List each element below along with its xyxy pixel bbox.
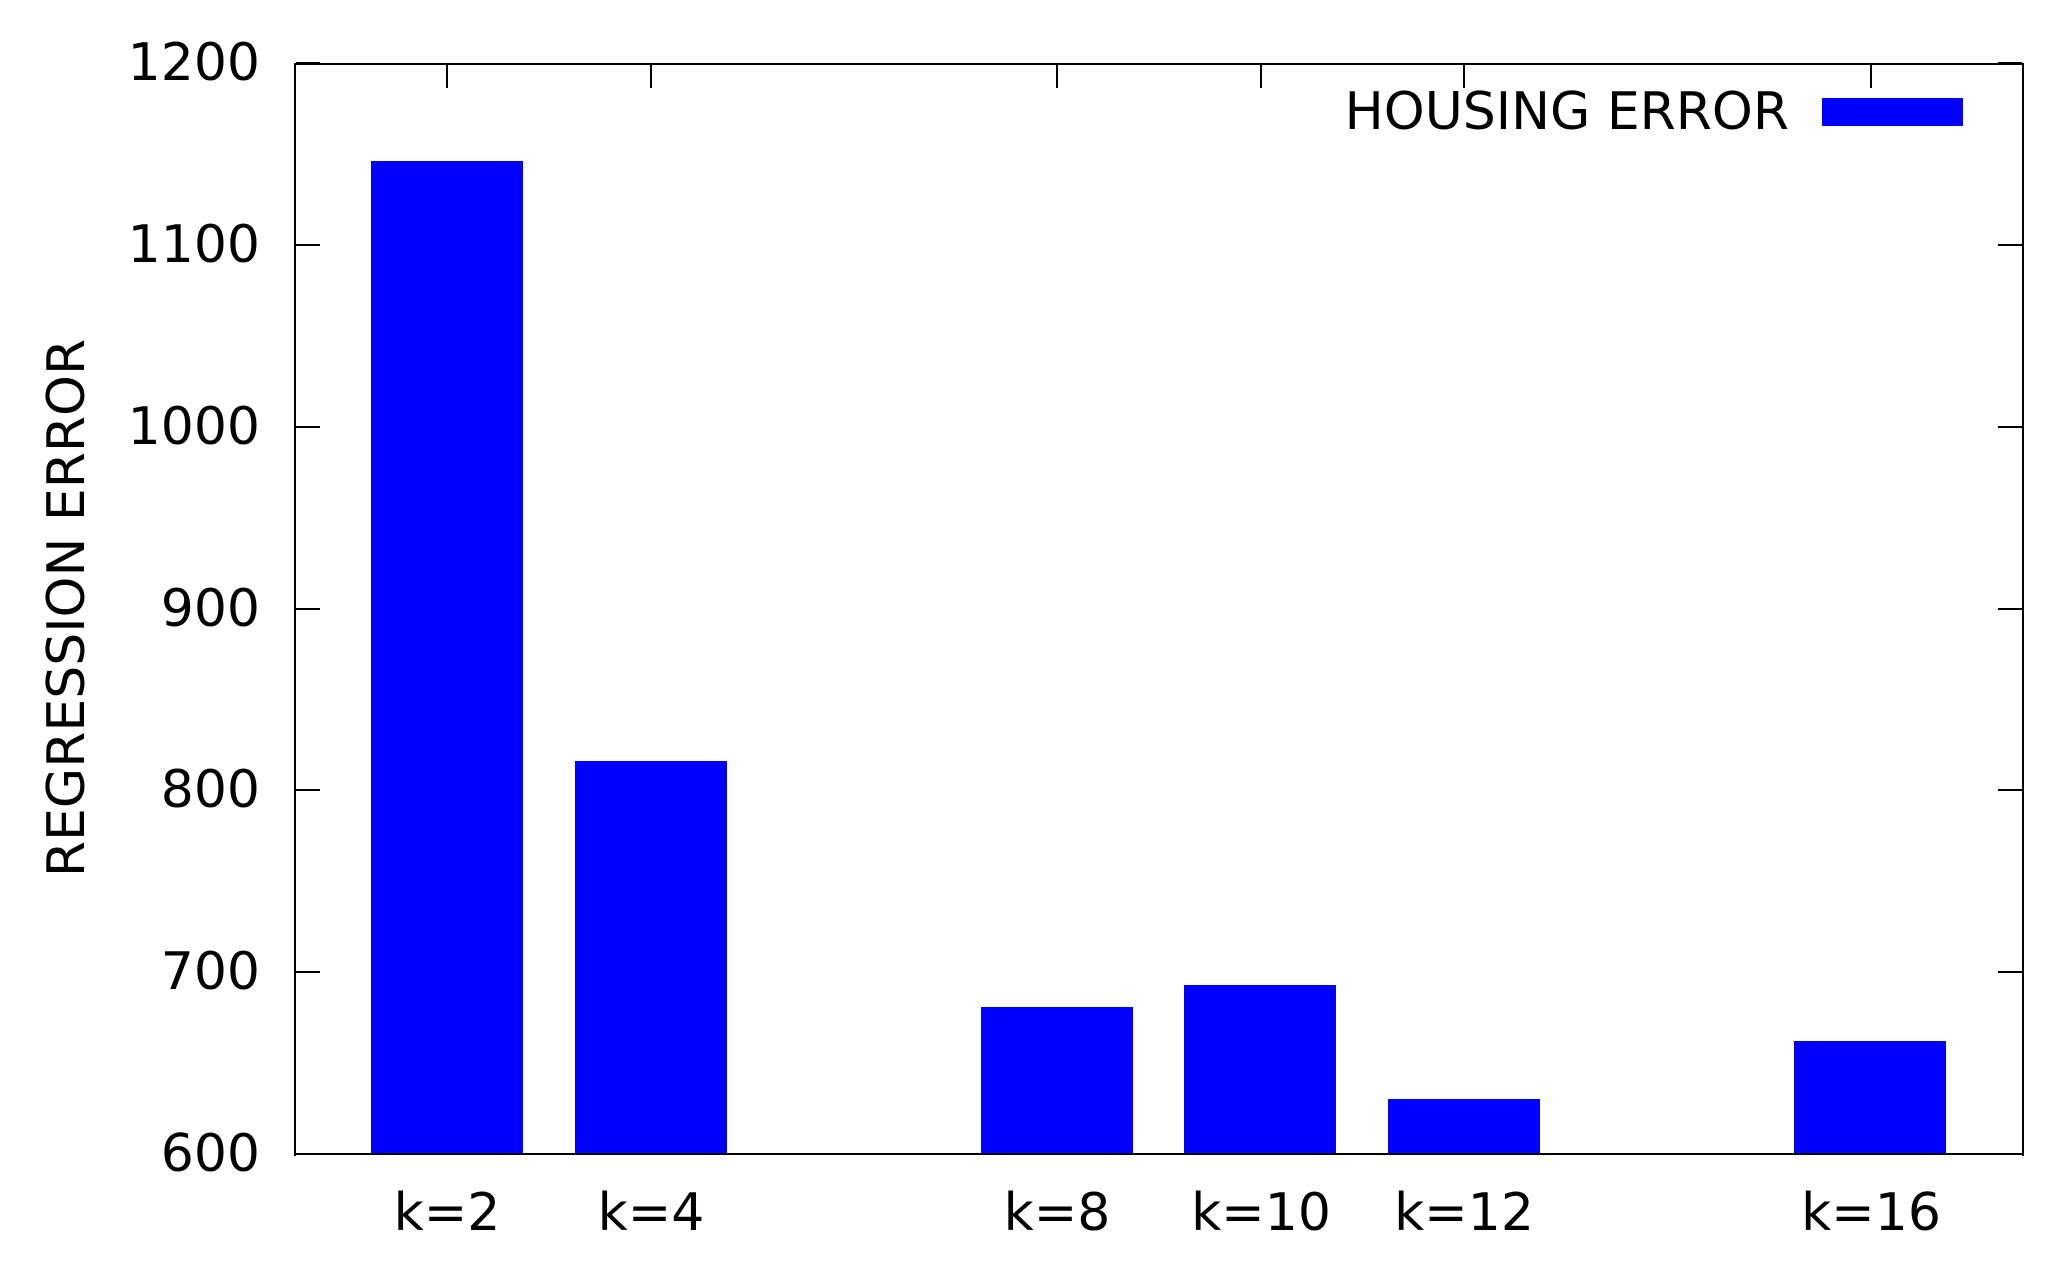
y-tick-right [1998,62,2022,64]
bar-k=16 [1794,1041,1946,1153]
plot-border-bottom [294,1153,2024,1155]
x-tick-top [1260,64,1262,88]
y-tick-right [1998,1153,2022,1155]
y-tick-right [1998,971,2022,973]
x-tick-top [1463,64,1465,88]
y-tick-label: 800 [160,760,260,820]
bar-k=10 [1184,985,1336,1153]
bar-k=4 [575,761,727,1153]
y-tick-label: 600 [160,1124,260,1184]
y-tick-left [296,1153,320,1155]
y-tick-right [1998,789,2022,791]
y-tick-right [1998,244,2022,246]
y-tick-left [296,244,320,246]
y-tick-right [1998,426,2022,428]
y-tick-label: 1100 [127,215,260,275]
y-tick-right [1998,608,2022,610]
x-tick-label: k=2 [393,1183,501,1243]
x-tick-top [1056,64,1058,88]
y-tick-left [296,789,320,791]
plot-border-right [2022,63,2024,1156]
y-tick-left [296,608,320,610]
bar-k=8 [981,1007,1133,1153]
bar-k=2 [371,161,523,1153]
y-tick-label: 1200 [127,33,260,93]
legend-swatch [1822,98,1963,126]
plot-border-top [294,63,2024,65]
y-tick-left [296,971,320,973]
y-tick-label: 700 [160,942,260,1002]
y-tick-left [296,62,320,64]
x-tick-top [446,64,448,88]
y-tick-left [296,426,320,428]
x-tick-label: k=8 [1003,1183,1111,1243]
x-tick-top [1870,64,1872,88]
plot-border-left [294,63,296,1156]
x-tick-label: k=4 [597,1183,705,1243]
x-tick-label: k=16 [1801,1183,1941,1243]
x-tick-label: k=10 [1191,1183,1331,1243]
y-tick-label: 1000 [127,397,260,457]
x-tick-label: k=12 [1394,1183,1534,1243]
bar-k=12 [1388,1099,1540,1153]
x-tick-top [650,64,652,88]
legend-label: HOUSING ERROR [1344,82,1789,142]
legend: HOUSING ERROR [1344,82,1963,142]
y-tick-label: 900 [160,579,260,639]
